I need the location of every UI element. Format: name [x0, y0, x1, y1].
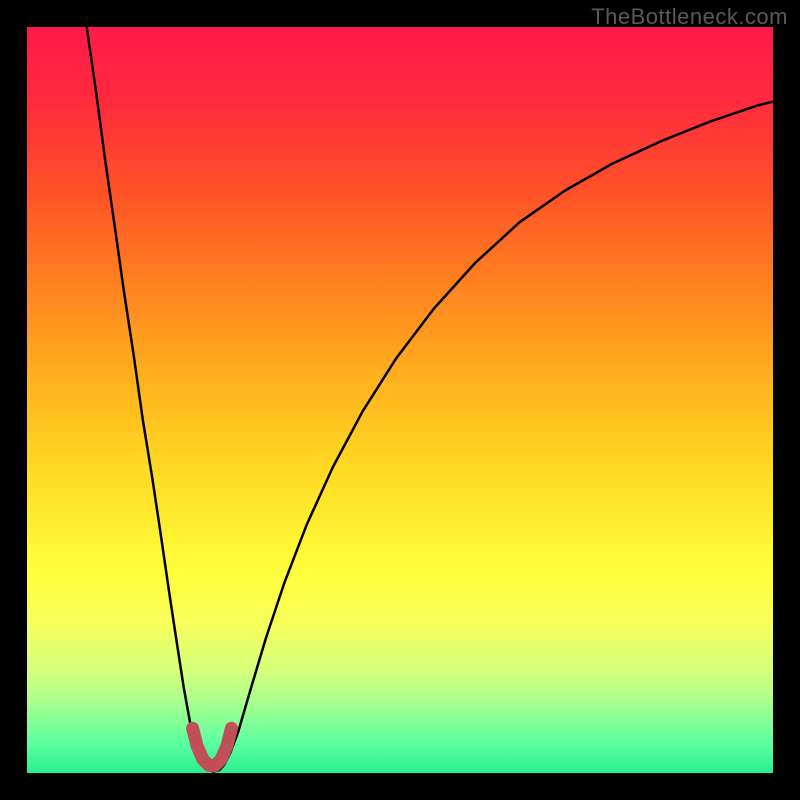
watermark-text: TheBottleneck.com	[591, 4, 788, 30]
bottleneck-chart	[0, 0, 800, 800]
chart-frame: TheBottleneck.com	[0, 0, 800, 800]
